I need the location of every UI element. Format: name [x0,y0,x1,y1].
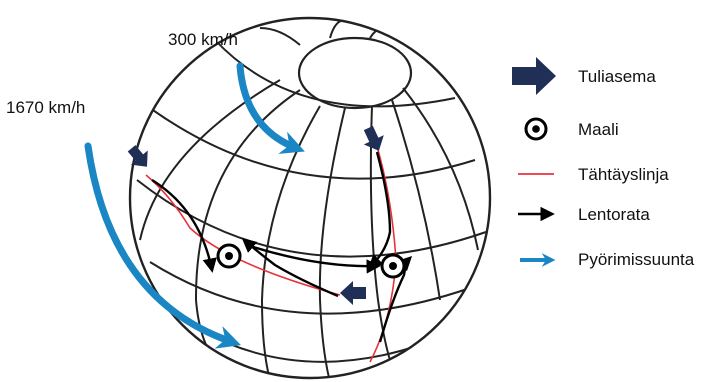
globe-outline [128,16,492,380]
legend-trajectory-label: Lentorata [578,205,650,224]
legend-launch-icon [512,57,556,95]
high-latitude-speed-label: 300 km/h [168,30,238,49]
legend-launch-label: Tuliasema [578,67,656,86]
trajectory [367,151,392,269]
longitude-line [139,79,281,241]
latitude-line [149,261,471,315]
rotation-arrow-high-latitude [236,62,305,154]
trajectory [378,255,413,343]
latitude-line [214,39,456,108]
aim-line [145,174,341,296]
launch-station-north [363,125,384,151]
legend-target-label: Maali [578,120,619,139]
polar-circle [297,36,413,110]
trajectory [151,178,217,273]
equator-speed-label: 1670 km/h [6,98,86,117]
longitude-line [369,105,396,376]
longitude-line [402,87,479,251]
legend-target-icon [524,117,548,141]
latitude-line [149,107,476,180]
legend-rotation-label: Pyörimissuunta [578,250,695,269]
trajectory [249,244,381,274]
launch-station-south [340,281,366,305]
rotation-arrow-equator [84,142,241,349]
launch-station-northwest [127,145,148,167]
target-east [380,253,406,279]
legend-aim-line-label: Tähtäyslinja [578,165,669,184]
latitude-line [136,179,487,258]
target-west [216,243,242,269]
longitude-line [259,27,301,46]
longitude-line [391,99,441,301]
trajectories [151,151,413,343]
